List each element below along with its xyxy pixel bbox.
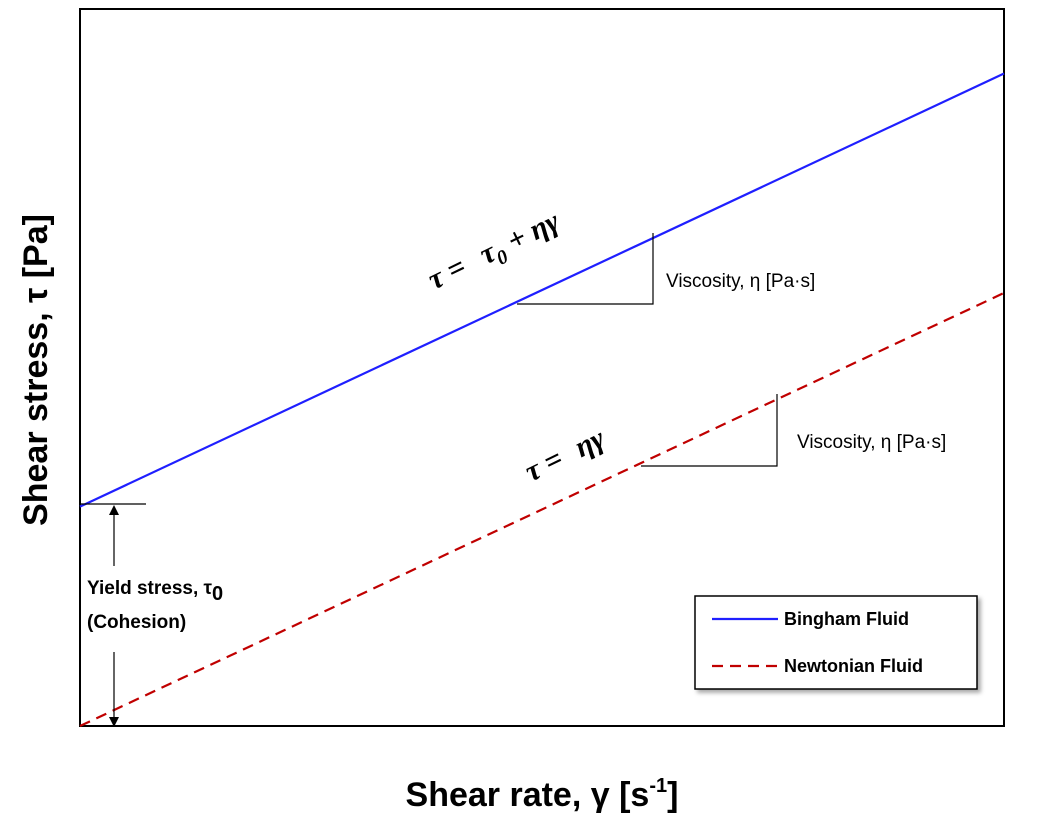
legend-box	[694, 595, 978, 690]
yield-stress-label: Yield stress, τ0	[87, 578, 223, 605]
x-axis-title-tail: ]	[667, 776, 678, 814]
x-axis-title-sup: -1	[649, 775, 667, 797]
yield-stress-label-sub: 0	[212, 583, 223, 605]
yield-stress-label-main: Yield stress, τ	[87, 578, 213, 599]
x-axis-title-main: Shear rate, γ [s	[406, 776, 650, 814]
viscosity-slope-marker-bingham	[517, 233, 654, 305]
series-line-newtonian	[79, 291, 1005, 727]
cohesion-label: (Cohesion)	[87, 612, 186, 633]
legend: Bingham Fluid Newtonian Fluid	[694, 595, 978, 690]
viscosity-slope-marker-newtonian	[641, 394, 778, 467]
legend-label-bingham: Bingham Fluid	[784, 609, 909, 629]
series-line-bingham	[79, 72, 1005, 508]
x-axis-title: Shear rate, γ [s-1]	[406, 775, 679, 814]
viscosity-label-newtonian: Viscosity, η [Pa·s]	[797, 432, 946, 453]
y-axis-title: Shear stress, τ [Pa]	[17, 214, 55, 526]
viscosity-label-bingham: Viscosity, η [Pa·s]	[666, 271, 815, 292]
legend-label-newtonian: Newtonian Fluid	[784, 656, 923, 676]
